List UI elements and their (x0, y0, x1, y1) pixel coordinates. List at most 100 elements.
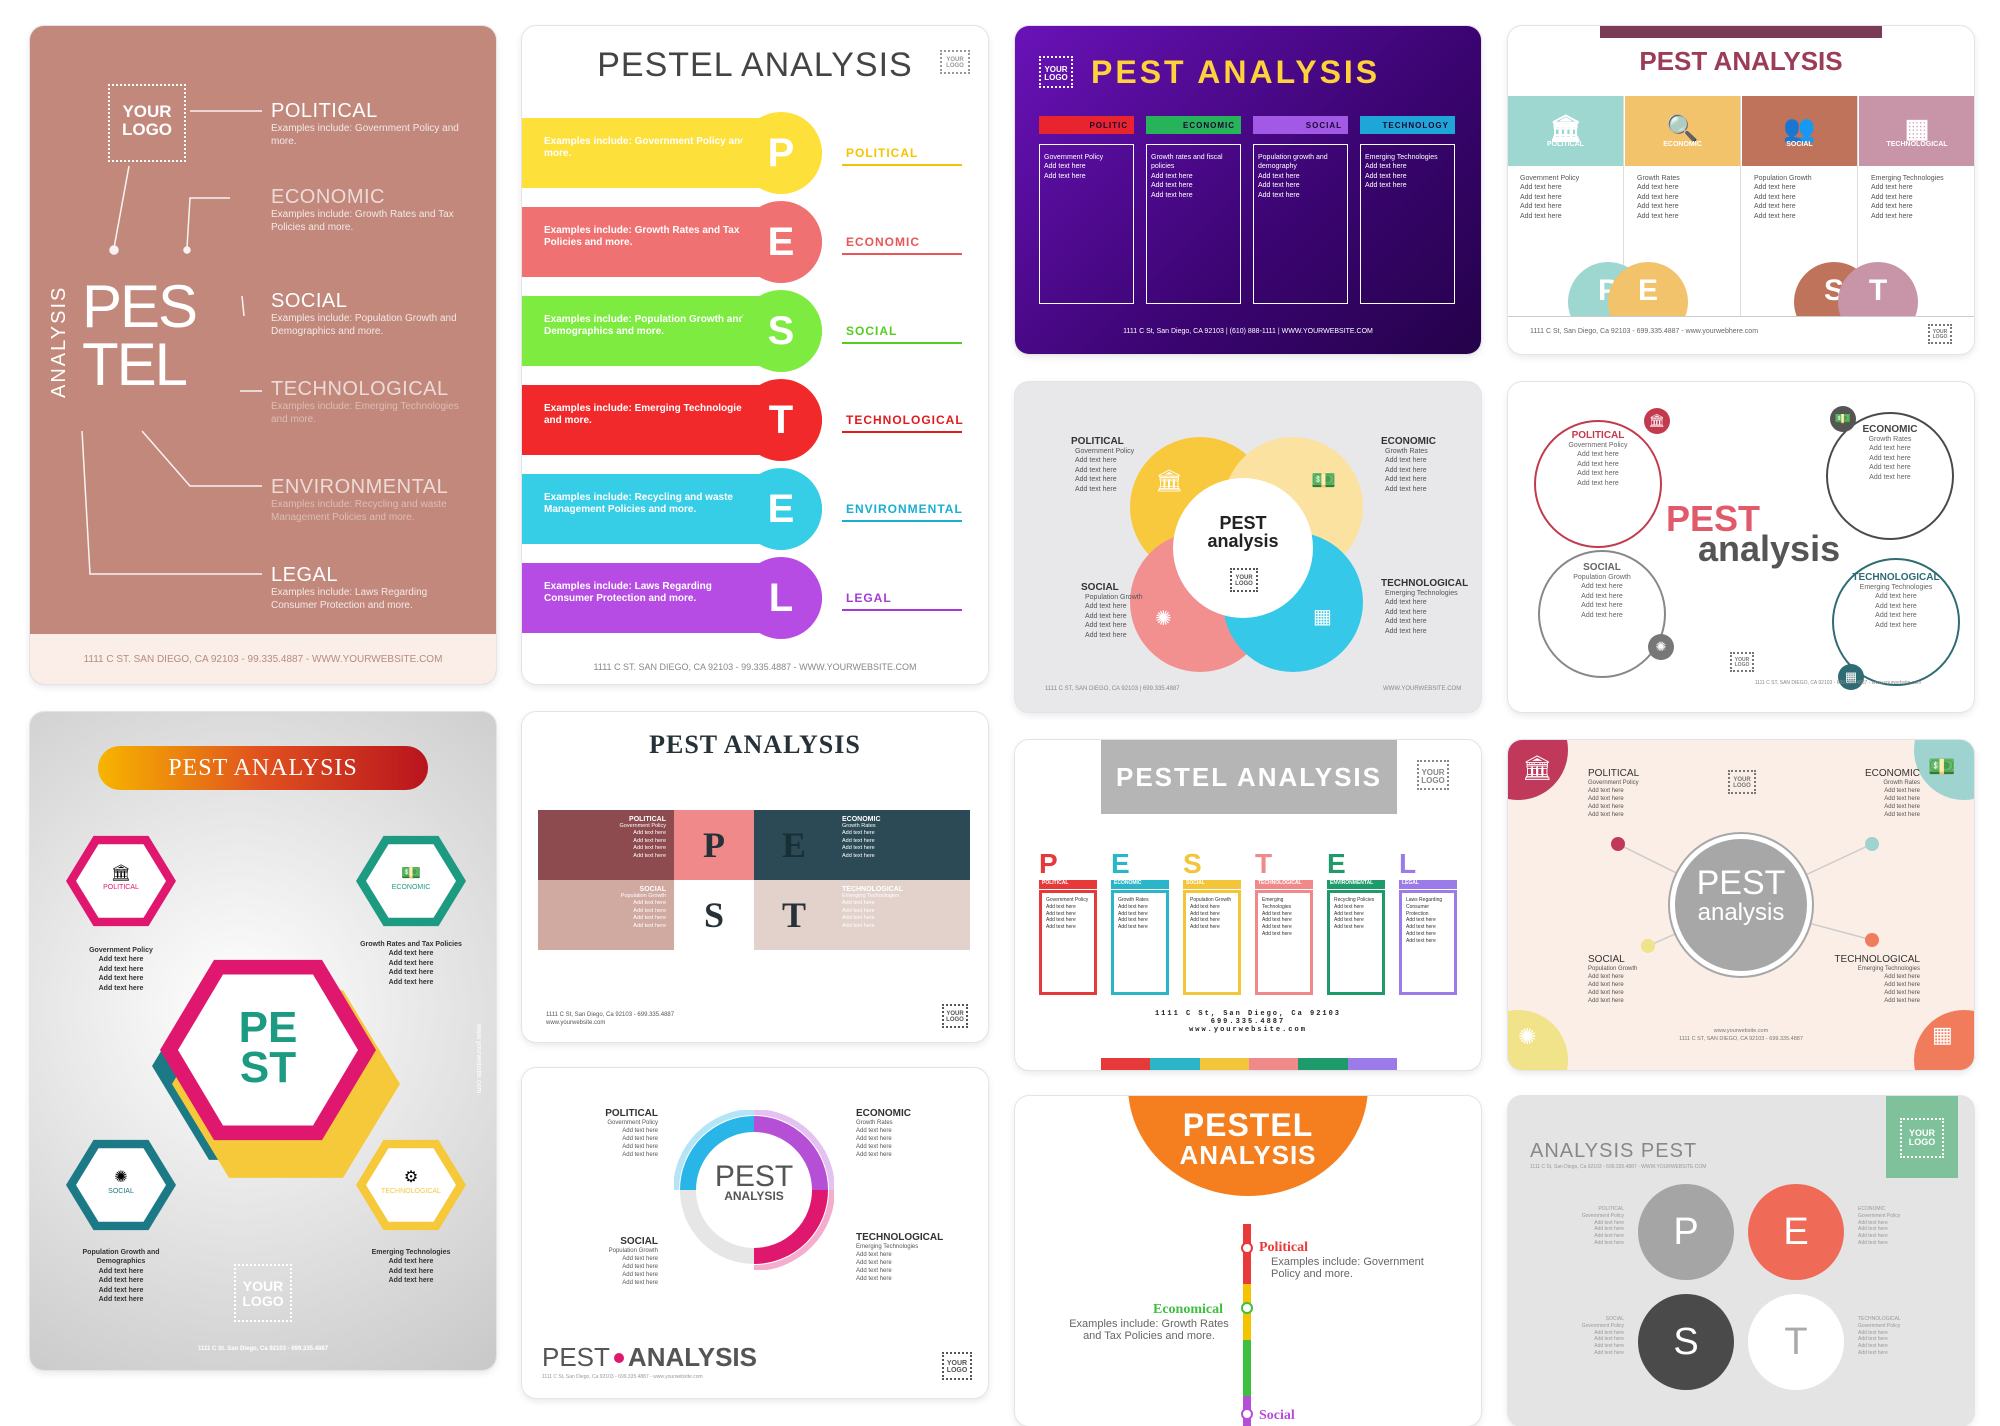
column-label: POLITICAL (1039, 880, 1097, 889)
list-item: Add text here (856, 1260, 892, 1267)
template-card-pestel-pills[interactable]: PESTEL ANALYSIS YOUR LOGO Examples includ… (522, 26, 988, 684)
logo-text: YOUR (1733, 777, 1751, 783)
card-footer: 1111 C St, San Diego, Ca 92103 699.335.4… (1154, 1010, 1342, 1034)
list-item: Add text here (1594, 1226, 1624, 1233)
timeline-node (1241, 1302, 1253, 1314)
technological-heading: TECHNOLOGICAL (1381, 578, 1469, 589)
title-analysis: ANALYSIS (724, 1189, 784, 1203)
pill-label: LEGAL (846, 591, 892, 605)
column-box: Growth Rates Add text here Add text here Ad… (1111, 890, 1169, 995)
list-item: Population growth and demography (1258, 154, 1328, 171)
logo-text: LOGO (1733, 783, 1751, 790)
economic-heading: ECONOMIC (391, 884, 431, 891)
list-item: Add text here (1588, 982, 1624, 989)
title-analysis: ANALYSIS (1179, 1140, 1317, 1170)
economic-desc: Examples include: Growth Rates and Tax P… (271, 209, 454, 233)
pill-label: ENVIRONMENTAL (846, 502, 963, 516)
column-header: 🔍 ECONOMIC (1625, 96, 1740, 166)
pill-label: POLITICAL (846, 146, 919, 160)
calendar-icon: ▦ (1932, 1022, 1953, 1047)
money-icon: 💵 (1830, 406, 1856, 432)
column-header: POLITIC (1039, 116, 1134, 134)
list-item: Add text here (1075, 485, 1117, 493)
list-item: Add text here (1190, 924, 1220, 930)
pill-letter: E (740, 468, 822, 550)
political-list: Government Policy Add text here Add text h… (1588, 779, 1639, 819)
template-card-analysis-pest-gray[interactable]: ANALYSIS PEST 1111 C St, San Diego, Ca 9… (1508, 1096, 1974, 1426)
column-list: Growth Rates Add text here Add text here Ad… (1625, 166, 1740, 229)
strip-segment (1199, 1058, 1249, 1070)
list-item: Add text here (1151, 191, 1193, 199)
title-pest: PEST (1666, 498, 1761, 539)
column-header: ▦ TECHNOLOGICAL (1859, 96, 1974, 166)
list-item: Add text here (1875, 602, 1917, 610)
template-card-pestel-columns[interactable]: PESTEL ANALYSIS YOUR LOGO P POLITICAL Gover… (1015, 740, 1481, 1070)
technological-heading: TECHNOLOGICAL (856, 1232, 944, 1243)
column-list: Emerging Technologies Add text here Add te… (1859, 166, 1974, 229)
political-heading: POLITICAL (1598, 1206, 1624, 1212)
column-label: ECONOMIC (1663, 140, 1702, 148)
economic-heading: ECONOMIC (271, 186, 385, 208)
list-item: Population Growth (1085, 594, 1143, 601)
list-item: Growth Rates (1385, 448, 1428, 455)
list-item: Government Policy (1520, 175, 1580, 182)
list-item: Add text here (1334, 924, 1364, 930)
list-item: Add text here (622, 1128, 658, 1135)
list-item: Add text here (856, 1144, 892, 1151)
template-card-pest-bubbles[interactable]: 🏛 💵 ✺ ▦ POLITICAL Government Policy Add te… (1508, 382, 1974, 712)
list-item: Add text here (1118, 924, 1148, 930)
list-item: Government Policy (89, 947, 153, 954)
economic-heading: ECONOMIC (856, 1108, 911, 1119)
template-card-pest-petals[interactable]: 🏛 💵 ✺ ▦ PEST analysis YOUR LOGO POLITICAL… (1015, 382, 1481, 712)
pill-underline (842, 431, 962, 433)
circle-e: E (1748, 1184, 1844, 1280)
list-item: Add text here (1085, 622, 1127, 630)
template-card-pest-columns[interactable]: PEST ANALYSIS 🏛 POLITICAL Government Polic… (1508, 26, 1974, 354)
pill-label: TECHNOLOGICAL (846, 413, 964, 427)
economical-heading: Economical (1153, 1302, 1223, 1317)
list-item: Add text here (1871, 203, 1913, 211)
template-card-pest-hub[interactable]: 🏛 💵 ✺ ▦ PEST analysis YOUR LOGO POLITICAL G… (1508, 740, 1974, 1070)
template-card-pest-ring[interactable]: PEST ANALYSIS POLITICAL Government Policy A… (522, 1068, 988, 1398)
timeline-red (1243, 1224, 1251, 1284)
list-item: Add text here (1588, 812, 1624, 819)
list-item: Add text here (1754, 212, 1796, 220)
environmental-desc: Examples include: Recycling and waste Ma… (271, 499, 447, 523)
template-card-pestel-timeline[interactable]: PESTEL ANALYSIS Political Examples includ… (1015, 1096, 1481, 1426)
list-item: Add text here (98, 984, 144, 992)
list-item: Add text here (1258, 191, 1300, 199)
pill-row: Examples include: Recycling and waste Ma… (522, 468, 822, 550)
pestel-column: L LEGAL Laws Regarding Consumer Protection… (1399, 850, 1457, 995)
economic-list: Government Policy Add text here Add text h… (1858, 1213, 1938, 1247)
social-heading: Social (1259, 1408, 1295, 1423)
title-pest: PEST (714, 1160, 794, 1193)
column-label: ENVIRONMENTAL (1327, 880, 1385, 889)
template-card-pest-blocks[interactable]: PEST ANALYSIS POLITICAL Government Policy… (522, 712, 988, 1042)
center-circle (1173, 478, 1313, 618)
footer-website: WWW.YOURWEBSITE.COM (1383, 686, 1462, 692)
column-letter: S (1183, 848, 1202, 879)
logo-placeholder: YOUR LOGO (1230, 568, 1258, 592)
column-header: ECONOMIC (1146, 116, 1241, 134)
template-card-pestel-brown[interactable]: YOUR LOGO POLITICAL Examples include: Gov… (30, 26, 496, 684)
list-item: Add text here (1385, 485, 1427, 493)
list-item: Add text here (1151, 172, 1193, 180)
list-item: Add text here (1262, 910, 1292, 917)
column-box: Laws Regarding Consumer Protection Add te… (1399, 890, 1457, 995)
technological-heading: TECHNOLOGICAL (1834, 954, 1920, 965)
template-card-pest-hexagons[interactable]: PEST ANALYSIS 🏛 POLITICAL 💵 ECONOMIC Gover… (30, 712, 496, 1370)
template-card-pest-purple[interactable]: YOUR LOGO PEST ANALYSIS POLITIC Government… (1015, 26, 1481, 354)
footer-address: 1111 C St, San Diego, Ca 92103 - 699.335… (546, 1012, 675, 1018)
timeline-node (1241, 1242, 1253, 1254)
economic-block: ECONOMIC Examples include: Growth Rates … (271, 186, 471, 234)
logo-placeholder: YOUR LOGO (1928, 324, 1952, 344)
logo-text: YOUR (946, 1011, 964, 1017)
column-label: SOCIAL (1305, 120, 1342, 130)
circle-s: S (1638, 1294, 1734, 1390)
logo-text: LOGO (1235, 581, 1253, 588)
title-pest: PEST (1219, 513, 1267, 533)
logo-text: LOGO (1734, 662, 1750, 669)
logo-text: LOGO (946, 1367, 968, 1375)
list-item: Add text here (1884, 788, 1920, 795)
logo-placeholder: YOUR LOGO (1039, 56, 1073, 88)
